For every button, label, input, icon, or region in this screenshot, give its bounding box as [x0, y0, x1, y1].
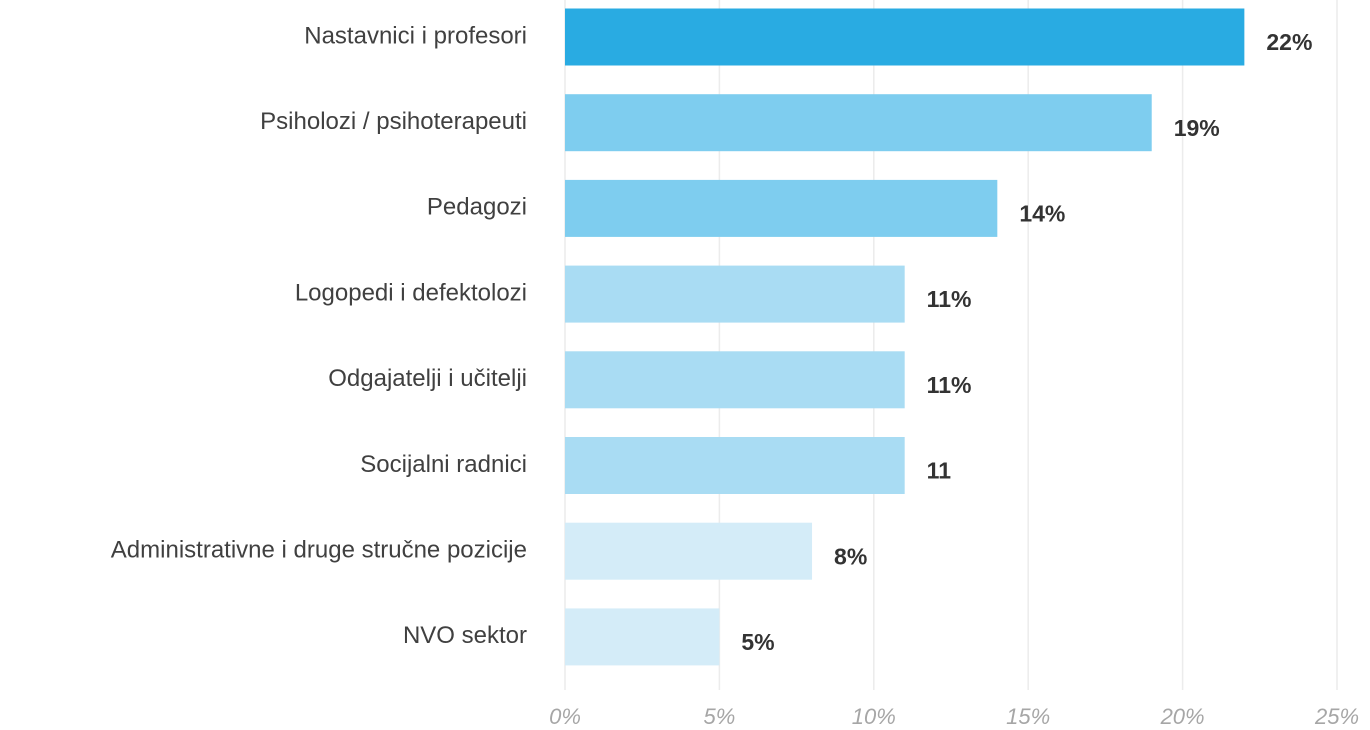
value-label: 19% — [1174, 115, 1220, 141]
value-label: 5% — [741, 629, 774, 655]
value-label: 11% — [927, 372, 972, 398]
bar — [565, 608, 720, 666]
x-tick-label: 0% — [549, 704, 581, 729]
x-tick-label: 15% — [1006, 704, 1050, 729]
category-label: NVO sektor — [403, 622, 527, 649]
bar — [565, 522, 813, 580]
x-tick-label: 20% — [1160, 704, 1205, 729]
value-label: 22% — [1266, 29, 1312, 55]
bar — [565, 94, 1152, 152]
category-label: Nastavnici i profesori — [304, 22, 527, 49]
category-label: Administrativne i druge stručne pozicije — [111, 537, 527, 564]
category-label: Logopedi i defektolozi — [295, 279, 527, 306]
value-label: 14% — [1019, 200, 1065, 226]
category-label: Psiholozi / psihoterapeuti — [260, 108, 527, 135]
x-tick-label: 25% — [1314, 704, 1359, 729]
category-label: Pedagozi — [427, 194, 527, 221]
category-label: Socijalni radnici — [360, 451, 527, 478]
bar — [565, 437, 905, 494]
bar — [565, 8, 1245, 66]
value-label: 11 — [927, 458, 952, 484]
bar — [565, 265, 905, 323]
bar — [565, 179, 998, 237]
x-tick-label: 10% — [852, 704, 896, 729]
value-label: 11% — [927, 286, 972, 312]
category-label: Odgajatelji i učitelji — [328, 365, 527, 392]
bar — [565, 351, 905, 409]
x-tick-label: 5% — [704, 704, 736, 729]
value-label: 8% — [834, 543, 867, 569]
